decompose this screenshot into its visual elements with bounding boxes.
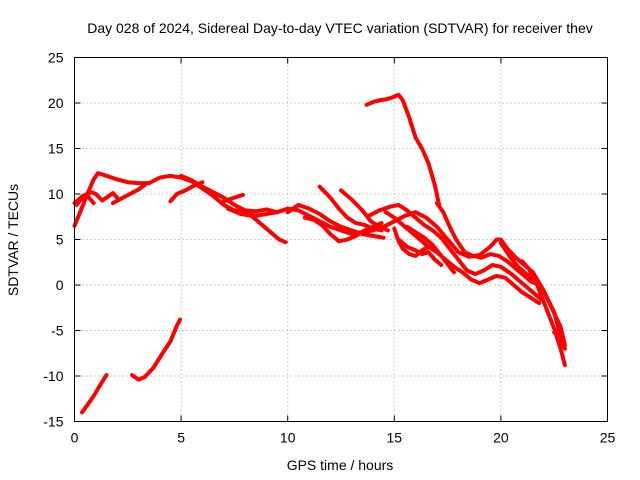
- y-tick-label: 20: [48, 95, 64, 111]
- series-arc-23: [520, 259, 567, 368]
- plot-area: [72, 92, 567, 415]
- y-tick-label: -15: [43, 414, 63, 430]
- series-arc-6: [110, 182, 147, 206]
- gridlines: [74, 57, 608, 422]
- y-tick-label: 25: [48, 50, 64, 66]
- series-arc-16: [383, 210, 542, 306]
- x-tick-label: 5: [177, 430, 185, 446]
- series-arc-20: [364, 92, 442, 207]
- x-tick-label: 25: [600, 430, 616, 446]
- series-arc-2: [130, 317, 182, 382]
- x-tick-label: 20: [493, 430, 509, 446]
- y-tick-label: 0: [56, 277, 64, 293]
- axis-ticks: 0 5 10 15 20 25 -15 -10 -5 0 5 10 15 20 25: [43, 50, 615, 446]
- series-arc-1: [80, 373, 109, 415]
- series-arc-14: [339, 188, 390, 233]
- series-arc-21: [434, 201, 537, 286]
- chart-title: Day 028 of 2024, Sidereal Day-to-day VTE…: [87, 20, 593, 36]
- series-arc-19: [396, 237, 444, 267]
- series-arc-24: [552, 330, 567, 351]
- series-arc-5: [74, 193, 96, 207]
- series-arc-15: [366, 202, 544, 302]
- y-tick-label: 5: [56, 232, 64, 248]
- y-axis-label: SDTVAR / TECUs: [5, 184, 21, 296]
- x-tick-label: 15: [387, 430, 403, 446]
- series-arc-18: [405, 224, 456, 275]
- series-arc-3: [72, 171, 565, 347]
- y-tick-label: -5: [51, 323, 64, 339]
- series-arc-9: [221, 192, 245, 204]
- y-tick-label: -10: [43, 368, 63, 384]
- series-arc-11: [285, 202, 386, 240]
- series-arc-10: [226, 206, 288, 245]
- y-tick-label: 10: [48, 186, 64, 202]
- x-tick-label: 0: [71, 430, 79, 446]
- series-arc-13: [317, 184, 384, 233]
- y-tick-label: 15: [48, 141, 64, 157]
- x-tick-label: 10: [280, 430, 296, 446]
- x-axis-label: GPS time / hours: [287, 457, 394, 473]
